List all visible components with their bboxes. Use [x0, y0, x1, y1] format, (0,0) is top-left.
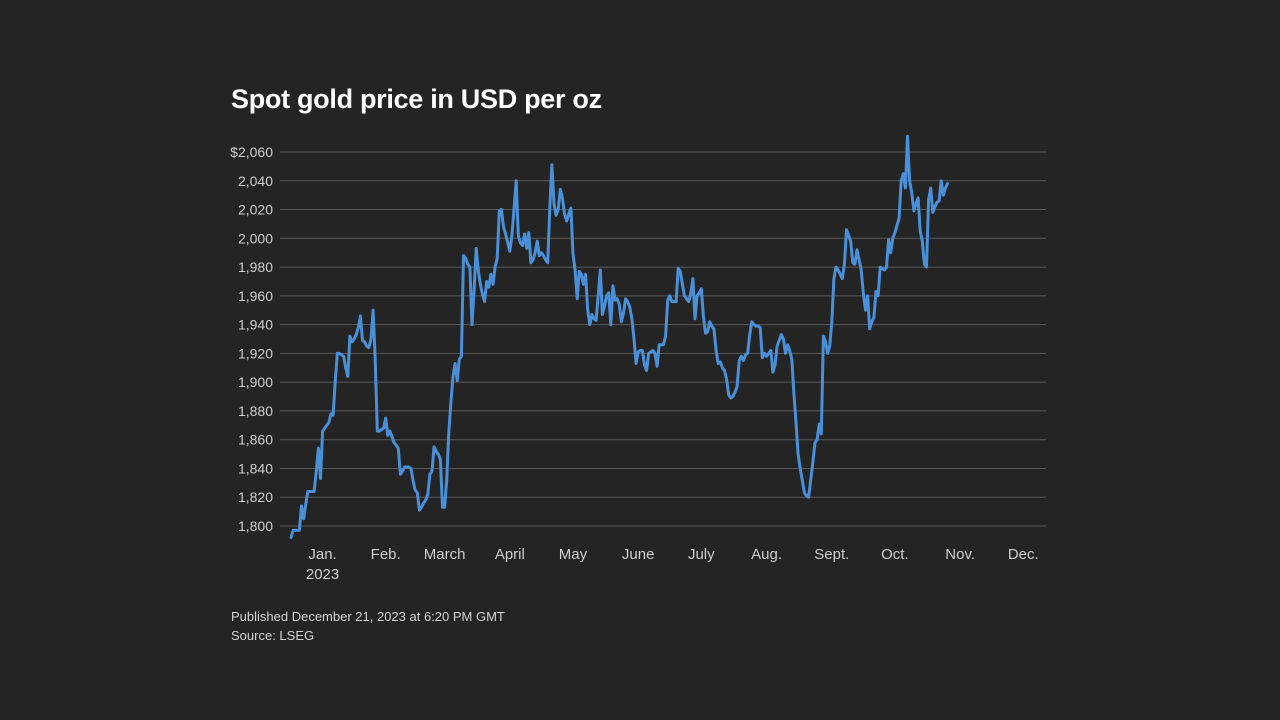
y-tick-label: 1,860 — [238, 432, 273, 448]
series-layer — [289, 134, 949, 539]
source-note: Source: LSEG — [231, 628, 315, 643]
y-tick-label: 2,000 — [238, 230, 273, 246]
y-tick-label: 1,840 — [238, 460, 273, 476]
x-tick-sublabel: 2023 — [306, 566, 339, 583]
y-tick-label: 1,960 — [238, 288, 273, 304]
series-line-spot-gold — [289, 134, 949, 539]
y-tick-label: $2,060 — [230, 144, 273, 160]
x-tick-label: June — [622, 546, 655, 563]
y-tick-label: 2,020 — [238, 202, 273, 218]
y-tick-label: 1,880 — [238, 403, 273, 419]
x-tick-label: Aug. — [751, 546, 782, 563]
published-note: Published December 21, 2023 at 6:20 PM G… — [231, 609, 505, 624]
y-tick-label: 1,900 — [238, 374, 273, 390]
x-tick-label: May — [559, 546, 588, 563]
x-tick-label: March — [424, 546, 466, 563]
x-tick-label: Jan. — [308, 546, 336, 563]
y-axis: 1,800 1,820 1,840 1,860 1,880 1,900 1,920 1,940… — [230, 144, 273, 534]
x-tick-label: Nov. — [945, 546, 975, 563]
x-tick-label: April — [495, 546, 525, 563]
y-tick-label: 1,920 — [238, 345, 273, 361]
y-tick-label: 2,040 — [238, 173, 273, 189]
chart-title: Spot gold price in USD per oz — [231, 84, 602, 114]
x-tick-label: July — [688, 546, 715, 563]
y-tick-label: 1,980 — [238, 259, 273, 275]
y-tick-label: 1,820 — [238, 489, 273, 505]
y-tick-label: 1,940 — [238, 317, 273, 333]
x-tick-label: Oct. — [881, 546, 909, 563]
x-axis: Jan. 2023 Feb. March April May June July Aug. Sep… — [306, 546, 1039, 583]
x-tick-label: Sept. — [814, 546, 849, 563]
y-tick-label: 1,800 — [238, 518, 273, 534]
x-tick-label: Feb. — [371, 546, 401, 563]
x-tick-label: Dec. — [1008, 546, 1039, 563]
